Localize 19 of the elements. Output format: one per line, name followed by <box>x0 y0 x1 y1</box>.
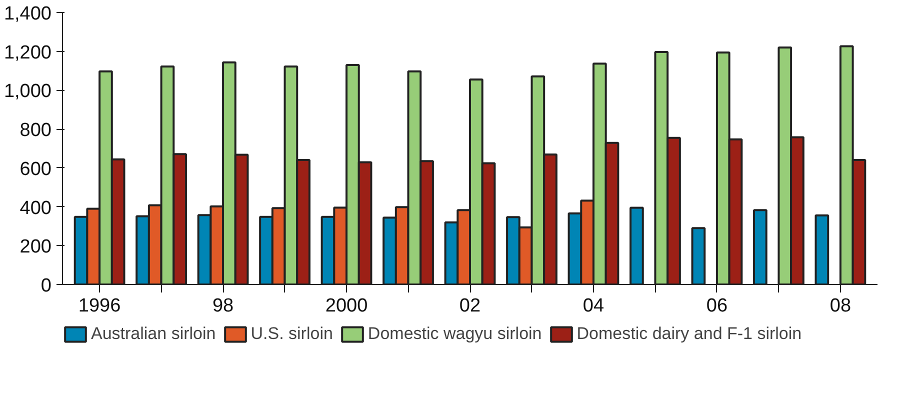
x-tick-label: 04 <box>582 296 604 316</box>
y-tick-label: 400 <box>20 198 52 219</box>
x-tick-label: 2000 <box>325 296 368 316</box>
y-tick-label: 200 <box>20 236 52 258</box>
y-tick-label: 1,200 <box>4 42 52 64</box>
legend-label: Domestic wagyu sirloin <box>368 324 542 344</box>
x-tick-label: 1996 <box>78 296 121 316</box>
y-tick-label: 600 <box>20 158 52 180</box>
legend-label: Domestic dairy and F-1 sirloin <box>576 324 802 344</box>
y-tick-label: 1,400 <box>4 4 52 24</box>
x-tick-label: 08 <box>830 296 852 316</box>
y-tick-label: 1,000 <box>4 81 52 102</box>
legend-label: Australian sirloin <box>91 324 216 344</box>
x-tick-label: 02 <box>459 296 481 316</box>
y-tick-label: 0 <box>40 276 52 296</box>
x-tick-label: 98 <box>212 296 234 316</box>
legend-label: U.S. sirloin <box>250 324 333 344</box>
y-tick-label: 800 <box>20 120 52 142</box>
x-tick-label: 06 <box>706 296 728 316</box>
